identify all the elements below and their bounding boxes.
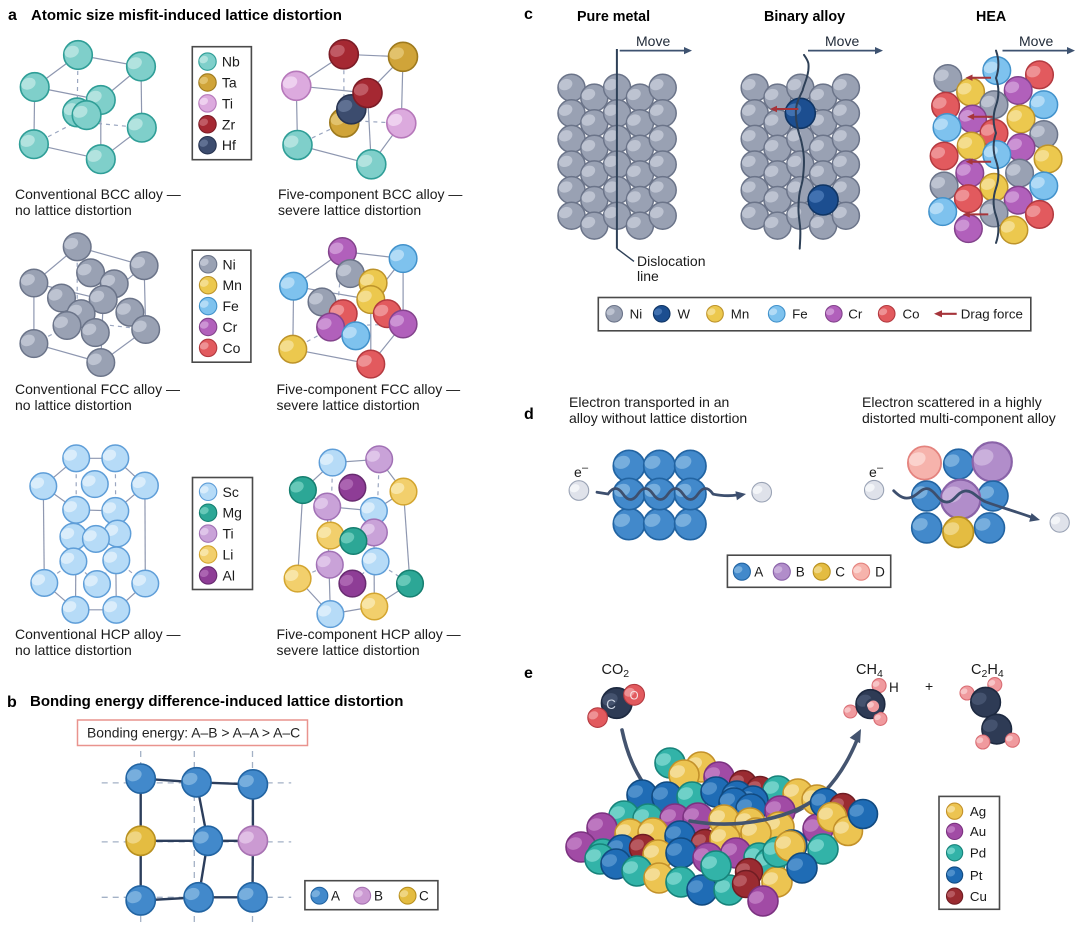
svg-text:Li: Li xyxy=(223,547,234,563)
svg-text:Drag force: Drag force xyxy=(961,307,1023,322)
svg-text:D: D xyxy=(875,565,885,580)
svg-text:Cr: Cr xyxy=(848,307,863,322)
svg-text:Binary alloy: Binary alloy xyxy=(764,9,845,25)
svg-text:Bonding energy difference-indu: Bonding energy difference-induced lattic… xyxy=(30,693,403,710)
svg-text:Pt: Pt xyxy=(970,868,983,883)
svg-text:Pure metal: Pure metal xyxy=(577,9,650,25)
svg-text:–: – xyxy=(877,462,884,474)
svg-text:c: c xyxy=(524,6,533,23)
svg-text:Co: Co xyxy=(903,307,920,322)
svg-text:no lattice distortion: no lattice distortion xyxy=(15,397,132,413)
svg-text:Bonding energy: A–B > A–A > A–: Bonding energy: A–B > A–A > A–C xyxy=(87,725,300,741)
svg-text:distorted multi-component allo: distorted multi-component alloy xyxy=(862,410,1056,426)
svg-text:line: line xyxy=(637,268,659,284)
svg-text:alloy without lattice distorti: alloy without lattice distortion xyxy=(569,410,747,426)
svg-text:+: + xyxy=(925,678,933,694)
svg-text:no lattice distortion: no lattice distortion xyxy=(15,642,132,658)
svg-text:Move: Move xyxy=(636,33,670,49)
svg-text:O: O xyxy=(630,691,639,703)
svg-text:severe lattice distortion: severe lattice distortion xyxy=(277,642,420,658)
svg-text:Ag: Ag xyxy=(970,804,986,819)
svg-text:HEA: HEA xyxy=(976,9,1006,25)
svg-text:Conventional HCP alloy —: Conventional HCP alloy — xyxy=(15,626,181,642)
svg-text:C: C xyxy=(419,889,429,904)
svg-text:C: C xyxy=(606,697,616,712)
svg-text:CH4: CH4 xyxy=(856,662,883,680)
svg-text:Cr: Cr xyxy=(223,319,238,335)
svg-text:C: C xyxy=(835,565,845,580)
svg-text:d: d xyxy=(524,406,534,423)
svg-text:Ni: Ni xyxy=(223,256,236,272)
svg-text:e: e xyxy=(524,665,533,682)
svg-text:Sc: Sc xyxy=(223,484,239,500)
svg-text:Conventional FCC alloy —: Conventional FCC alloy — xyxy=(15,381,180,397)
svg-text:Fe: Fe xyxy=(792,307,808,322)
svg-text:Electron transported in an: Electron transported in an xyxy=(569,394,729,410)
svg-text:Atomic size misfit-induced lat: Atomic size misfit-induced lattice disto… xyxy=(31,7,342,24)
svg-text:Electron scattered in a highly: Electron scattered in a highly xyxy=(862,394,1042,410)
svg-text:Ni: Ni xyxy=(630,307,643,322)
svg-text:Move: Move xyxy=(825,33,859,49)
svg-text:Ta: Ta xyxy=(222,75,237,91)
svg-text:Zr: Zr xyxy=(222,116,236,132)
svg-text:Au: Au xyxy=(970,824,986,839)
svg-text:–: – xyxy=(582,462,589,474)
svg-text:Mn: Mn xyxy=(731,307,749,322)
svg-text:W: W xyxy=(678,307,691,322)
svg-text:Co: Co xyxy=(223,340,241,356)
svg-text:Move: Move xyxy=(1019,33,1053,49)
svg-text:Hf: Hf xyxy=(222,137,236,153)
svg-text:B: B xyxy=(374,889,383,904)
svg-text:no lattice distortion: no lattice distortion xyxy=(15,202,132,218)
svg-text:C2H4: C2H4 xyxy=(971,662,1004,680)
svg-text:Pd: Pd xyxy=(970,846,986,861)
svg-text:H: H xyxy=(889,680,899,695)
svg-text:A: A xyxy=(331,889,340,904)
svg-text:Five-component HCP alloy —: Five-component HCP alloy — xyxy=(277,626,461,642)
svg-text:Fe: Fe xyxy=(223,298,240,314)
svg-text:b: b xyxy=(7,694,17,711)
svg-text:e: e xyxy=(574,464,582,480)
svg-text:Five-component BCC alloy —: Five-component BCC alloy — xyxy=(278,186,462,202)
svg-text:Mg: Mg xyxy=(223,505,242,521)
svg-text:severe lattice distortion: severe lattice distortion xyxy=(278,202,421,218)
svg-text:Five-component FCC alloy —: Five-component FCC alloy — xyxy=(277,381,461,397)
svg-text:Conventional BCC alloy —: Conventional BCC alloy — xyxy=(15,186,181,202)
svg-text:Mn: Mn xyxy=(223,277,242,293)
svg-text:a: a xyxy=(8,7,17,24)
svg-text:CO2: CO2 xyxy=(602,662,630,680)
svg-text:B: B xyxy=(796,565,805,580)
svg-text:Ti: Ti xyxy=(222,95,233,111)
svg-text:A: A xyxy=(754,565,763,580)
svg-text:e: e xyxy=(869,464,877,480)
svg-text:Cu: Cu xyxy=(970,889,987,904)
svg-text:Ti: Ti xyxy=(223,526,234,542)
svg-text:Dislocation: Dislocation xyxy=(637,253,705,269)
svg-text:Nb: Nb xyxy=(222,54,240,70)
svg-text:severe lattice distortion: severe lattice distortion xyxy=(277,397,420,413)
svg-text:Al: Al xyxy=(223,567,235,583)
